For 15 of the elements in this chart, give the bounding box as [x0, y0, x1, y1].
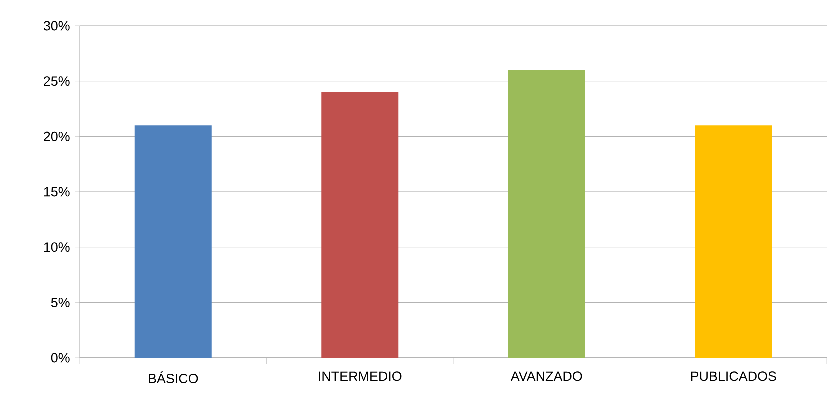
y-tick-label: 25% [44, 76, 70, 86]
y-tick-label: 15% [44, 187, 70, 197]
bar [508, 70, 586, 358]
y-tick-label: 20% [44, 132, 70, 142]
y-tick-label: 5% [51, 298, 70, 308]
x-tick-label: BÁSICO [149, 372, 198, 384]
bar [322, 92, 399, 358]
bar [695, 126, 772, 358]
x-tick-label: AVANZADO [510, 372, 582, 382]
x-tick-label: PUBLICADOS [691, 372, 776, 382]
y-tick-label: 30% [44, 21, 70, 31]
x-tick-label: INTERMEDIO [319, 372, 402, 382]
bar [134, 126, 212, 358]
y-tick-label: 0% [51, 353, 70, 363]
y-tick-label: 10% [44, 242, 70, 252]
